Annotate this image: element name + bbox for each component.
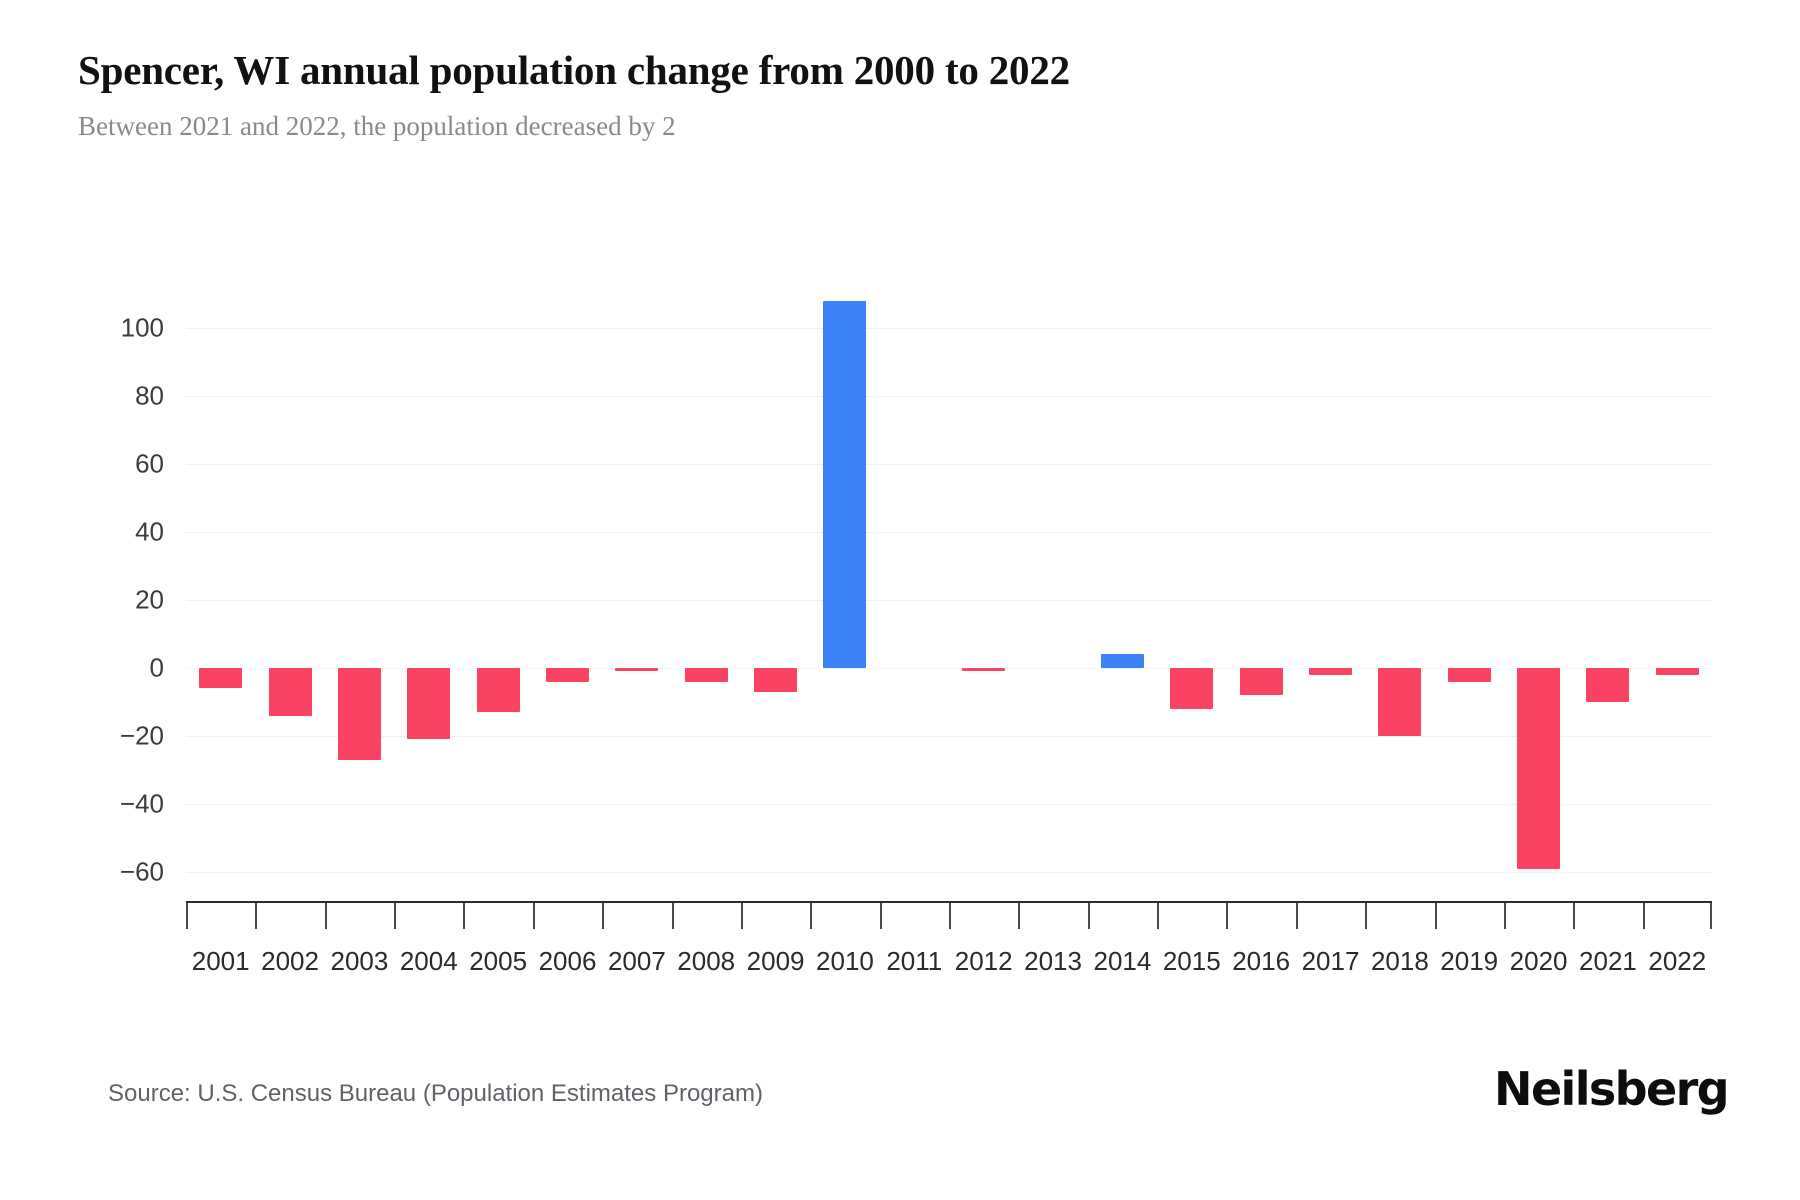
y-axis-tick-label: 20 [135,584,164,615]
y-axis-tick-label: −60 [119,856,164,887]
x-axis-tick [1295,903,1298,929]
x-axis-tick-label-2008: 2008 [677,946,736,976]
y-axis-tick-label: 80 [135,380,164,411]
x-axis-tick-label-2015: 2015 [1162,946,1221,976]
page-title: Spencer, WI annual population change fro… [78,47,1070,93]
gridline [186,804,1712,805]
bar-2001[interactable] [199,668,243,689]
x-axis-tick [1087,903,1090,929]
x-axis-group: 2001 2002 2003 2004 2005 2006 2007 2008 2009 2010… [186,0,1712,1200]
gridline [186,872,1712,873]
x-axis-tick [1573,903,1576,929]
y-axis-tick-label: −40 [119,788,164,819]
gridline [186,464,1712,465]
bar-2010[interactable] [823,300,867,668]
x-axis-tick-label-2012: 2012 [954,946,1013,976]
gridline [186,600,1712,601]
bar-2021[interactable] [1586,668,1630,702]
x-axis-tick-label-2011: 2011 [886,946,943,976]
x-axis-tick [810,903,813,929]
x-axis-tick [1503,903,1506,929]
y-axis-tick-label: 60 [135,448,164,479]
x-axis-tick [1226,903,1229,929]
x-axis-tick-label-2005: 2005 [469,946,528,976]
brand-logo: Neilsberg [1494,1062,1730,1116]
chart-header: Spencer, WI annual population change fro… [78,44,1740,144]
bar-2019[interactable] [1447,668,1491,682]
x-axis-tick-label-2007: 2007 [607,946,666,976]
y-axis-tick-label: 40 [135,516,164,547]
bar-2014[interactable] [1100,654,1144,668]
bar-2009[interactable] [754,668,798,692]
x-axis-tick [671,903,674,929]
x-axis-tick-label-2006: 2006 [538,946,597,976]
bar-2022[interactable] [1655,668,1699,675]
bar-2017[interactable] [1308,668,1352,675]
x-axis-tick-label-2017: 2017 [1301,946,1360,976]
bar-2015[interactable] [1170,668,1214,709]
x-axis-tick [255,903,258,929]
x-axis-tick-label-2003: 2003 [330,946,389,976]
bar-2012[interactable] [962,668,1006,672]
x-axis-tick [740,903,743,929]
x-axis-tick-label-2019: 2019 [1440,946,1499,976]
bar-2004[interactable] [407,668,451,740]
x-axis-tick [394,903,397,929]
bar-2005[interactable] [476,668,520,713]
x-axis-tick [1018,903,1021,929]
bar-2008[interactable] [684,668,728,682]
bars-group [186,0,1712,1200]
x-axis-tick-label-2020: 2020 [1509,946,1568,976]
x-axis-tick [1710,903,1712,929]
x-axis-tick-label-2022: 2022 [1648,946,1707,976]
x-axis-tick-label-2001: 2001 [191,946,250,976]
x-axis-tick-label-2009: 2009 [746,946,805,976]
x-axis-tick [532,903,535,929]
bar-2007[interactable] [615,668,659,672]
chart-subtitle: Between 2021 and 2022, the population de… [78,111,676,141]
bar-2016[interactable] [1239,668,1283,696]
gridline [186,736,1712,737]
bar-2006[interactable] [545,668,589,682]
gridline [186,328,1712,329]
gridline [186,532,1712,533]
x-axis-tick-label-2004: 2004 [399,946,458,976]
x-axis-tick [463,903,466,929]
x-axis-tick-label-2013: 2013 [1024,946,1082,976]
y-axis-tick-label: −20 [119,720,164,751]
x-axis-tick [1434,903,1437,929]
gridlines-group: 100 80 60 40 20 0 −20 −40 −60 [120,0,1712,1200]
x-axis-tick [186,903,188,929]
x-axis-tick-label-2002: 2002 [261,946,319,976]
x-axis-tick [1157,903,1160,929]
x-axis-tick-label-2018: 2018 [1370,946,1429,976]
gridline [186,396,1712,397]
gridline [186,668,1712,669]
x-axis-tick [1365,903,1368,929]
y-axis-tick-label: 0 [149,652,164,683]
x-axis-tick-label-2016: 2016 [1232,946,1291,976]
bar-2003[interactable] [337,668,381,760]
x-axis-tick [1642,903,1645,929]
x-axis-line [186,901,1712,903]
x-axis-tick-label-2014: 2014 [1093,946,1152,976]
source-note: Source: U.S. Census Bureau (Population E… [108,1080,763,1107]
x-axis-tick-label-2021: 2021 [1579,946,1637,976]
bar-2018[interactable] [1378,668,1422,736]
x-axis-tick [602,903,605,929]
x-axis-tick [879,903,882,929]
bar-2020[interactable] [1517,668,1561,869]
bar-2002[interactable] [268,668,312,716]
y-axis-tick-label: 100 [120,312,164,343]
x-axis-tick-label-2010: 2010 [816,946,874,976]
x-axis-tick [949,903,951,929]
x-axis-tick [324,903,327,929]
